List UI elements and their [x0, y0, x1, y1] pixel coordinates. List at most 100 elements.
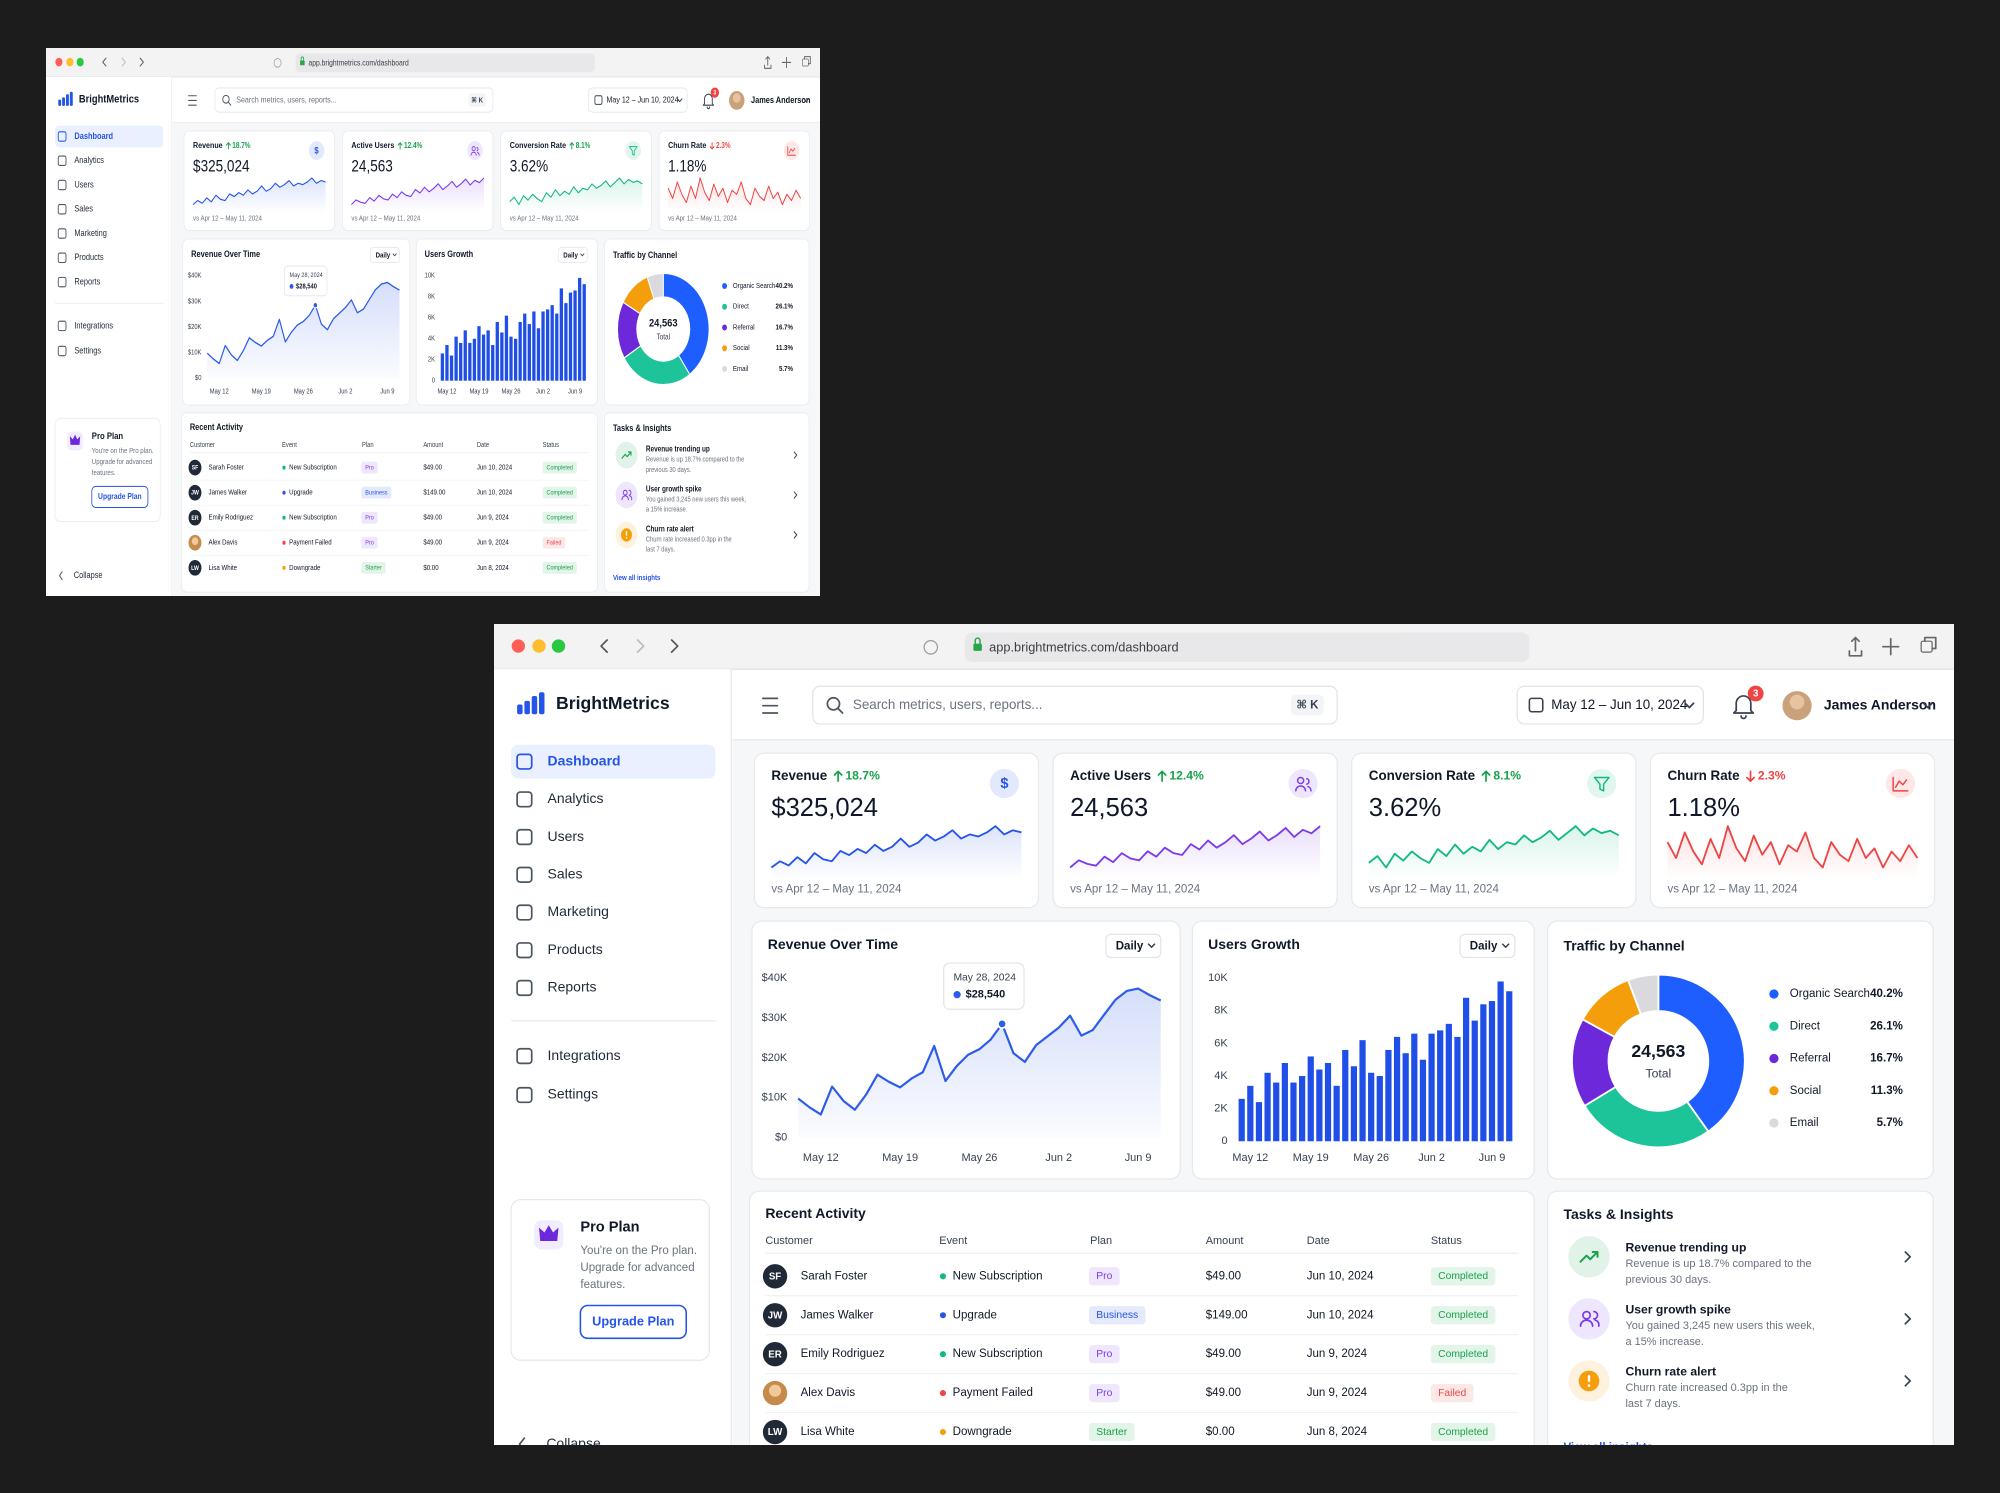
- nav-item[interactable]: Users: [74, 180, 93, 190]
- dropdown-chevron: [580, 253, 585, 257]
- nav-item[interactable]: Marketing: [74, 228, 107, 238]
- column-header: Date: [477, 441, 490, 449]
- y-tick-label: $30K: [762, 1012, 788, 1024]
- donut-slice: [662, 272, 710, 376]
- task-title[interactable]: User growth spike: [1625, 1303, 1731, 1317]
- nav-item[interactable]: Settings: [548, 1086, 599, 1102]
- address-bar[interactable]: [964, 632, 1530, 662]
- collapse-label[interactable]: Collapse: [74, 570, 103, 580]
- upgrade-button[interactable]: [91, 485, 149, 509]
- period-label[interactable]: Daily: [1116, 941, 1144, 953]
- address-bar[interactable]: [295, 53, 595, 73]
- period-label[interactable]: Daily: [376, 252, 391, 260]
- legend-label: Referral: [733, 324, 755, 332]
- nav-item[interactable]: Sales: [548, 866, 583, 882]
- nav-item[interactable]: Marketing: [548, 903, 609, 919]
- nav-item[interactable]: Dashboard: [548, 752, 621, 768]
- task-chevron: [1904, 1251, 1912, 1263]
- status-badge-label: Failed: [547, 539, 562, 547]
- plan-badge-label: Starter: [1096, 1427, 1128, 1438]
- dropdown-chevron: [392, 253, 397, 257]
- plan-text: You're on the Pro plan.: [92, 448, 154, 456]
- tooltip-title: May 28, 2024: [953, 972, 1016, 983]
- nav-item[interactable]: Analytics: [548, 790, 604, 806]
- period-label[interactable]: Daily: [1470, 941, 1498, 953]
- nav-item[interactable]: Integrations: [548, 1047, 621, 1063]
- user-menu-chevron: [803, 98, 809, 103]
- view-all-link[interactable]: View all insights: [1563, 1442, 1653, 1445]
- kpi-comparison: vs Apr 12 – May 11, 2024: [668, 215, 737, 223]
- date-picker[interactable]: [1516, 685, 1704, 725]
- window-control[interactable]: [551, 639, 566, 653]
- user-name[interactable]: James Anderson: [1824, 696, 1936, 712]
- task-text: last 7 days.: [646, 546, 675, 554]
- sparkline-area: [771, 826, 1022, 880]
- upgrade-button-label[interactable]: Upgrade Plan: [98, 491, 142, 501]
- window-control[interactable]: [55, 57, 63, 67]
- task-icon-mark: [1587, 1374, 1591, 1383]
- plan-title: Pro Plan: [92, 430, 123, 441]
- task-title[interactable]: Revenue trending up: [1625, 1241, 1746, 1255]
- window-control[interactable]: [511, 639, 526, 653]
- nav-item[interactable]: Reports: [548, 979, 597, 995]
- amount: $49.00: [1206, 1270, 1241, 1282]
- period-dropdown[interactable]: [1459, 933, 1516, 959]
- task-title[interactable]: Churn rate alert: [646, 525, 694, 534]
- nav-item[interactable]: Sales: [74, 204, 93, 214]
- search-box[interactable]: [812, 685, 1338, 725]
- upgrade-button[interactable]: [579, 1304, 688, 1340]
- task-title[interactable]: Revenue trending up: [646, 445, 711, 454]
- kpi-icon: $: [1000, 776, 1008, 792]
- notification-badge: [1747, 685, 1764, 702]
- calendar-icon: [1528, 697, 1544, 713]
- notification-count: 3: [1753, 689, 1759, 700]
- status-badge: [1430, 1383, 1474, 1403]
- tasks-title: Tasks & Insights: [1563, 1206, 1673, 1222]
- period-dropdown[interactable]: [1105, 933, 1162, 959]
- y-tick-label: 8K: [428, 293, 436, 301]
- donut-slice: [1626, 973, 1660, 1016]
- bar: [577, 277, 582, 381]
- chart-title: Traffic by Channel: [613, 250, 677, 260]
- task-title[interactable]: Churn rate alert: [1625, 1365, 1716, 1379]
- search-placeholder[interactable]: Search metrics, users, reports...: [236, 95, 336, 105]
- period-dropdown[interactable]: [370, 247, 400, 263]
- y-tick-label: 6K: [428, 314, 436, 322]
- upgrade-button-label[interactable]: Upgrade Plan: [592, 1313, 674, 1328]
- user-name[interactable]: James Anderson: [751, 95, 810, 105]
- nav-item[interactable]: Dashboard: [74, 131, 113, 141]
- date-range[interactable]: May 12 – Jun 10, 2024: [1551, 697, 1688, 712]
- dropdown-chevron: [1147, 943, 1156, 948]
- nav-item[interactable]: Integrations: [74, 321, 113, 331]
- date-range[interactable]: May 12 – Jun 10, 2024: [607, 95, 680, 105]
- kpi-icon: [787, 146, 796, 156]
- nav-item[interactable]: Users: [548, 828, 585, 844]
- plan-badge: [1088, 1383, 1120, 1403]
- nav-item[interactable]: Settings: [74, 346, 101, 356]
- bar: [504, 315, 509, 381]
- collapse-label[interactable]: Collapse: [546, 1435, 601, 1445]
- bar: [454, 336, 458, 381]
- window-control[interactable]: [532, 639, 546, 653]
- search-placeholder[interactable]: Search metrics, users, reports...: [853, 697, 1043, 712]
- bar: [1488, 1001, 1496, 1142]
- nav-item[interactable]: Reports: [74, 277, 100, 287]
- view-all-link[interactable]: View all insights: [613, 574, 661, 582]
- nav-item[interactable]: Products: [548, 941, 603, 957]
- task-chevron: [1904, 1313, 1912, 1325]
- period-dropdown[interactable]: [557, 247, 588, 263]
- date-picker[interactable]: [588, 87, 688, 113]
- event-dot: [282, 540, 286, 545]
- search-box[interactable]: [214, 87, 494, 113]
- kpi-icon: [1892, 776, 1909, 792]
- nav-item[interactable]: Analytics: [74, 155, 104, 165]
- period-label[interactable]: Daily: [563, 252, 578, 260]
- kpi-icon: [1593, 776, 1610, 792]
- window-control[interactable]: [66, 57, 74, 67]
- nav-item[interactable]: Products: [74, 253, 103, 263]
- customer-avatar: [188, 459, 202, 476]
- task-icon-mark: [625, 537, 628, 539]
- task-title[interactable]: User growth spike: [646, 485, 702, 494]
- legend-swatch: [1769, 1118, 1779, 1128]
- window-control[interactable]: [76, 57, 84, 67]
